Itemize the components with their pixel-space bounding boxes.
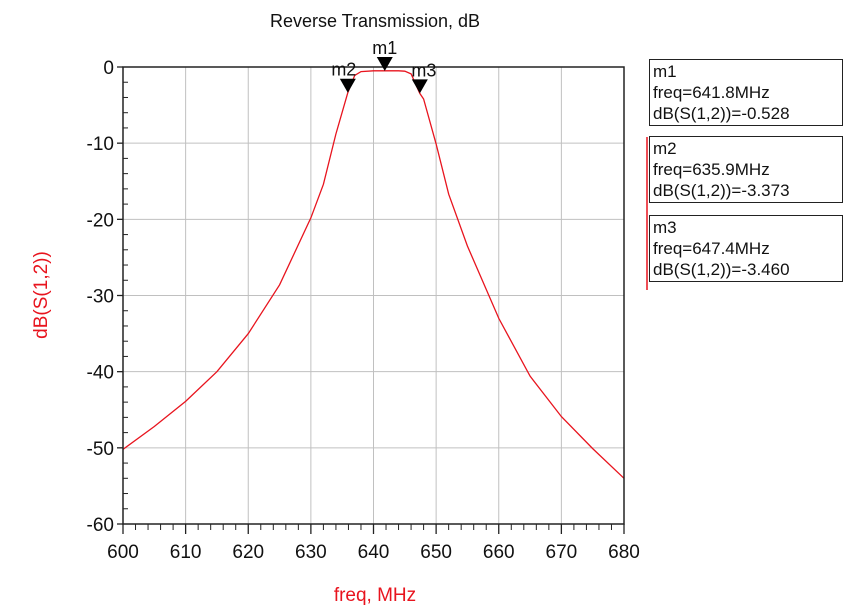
marker-readout-m2[interactable]: m2 freq=635.9MHz dB(S(1,2))=-3.373 xyxy=(649,136,843,203)
marker-name: m1 xyxy=(653,62,677,81)
marker-name: m3 xyxy=(653,218,677,237)
y-tick-label: -50 xyxy=(87,439,114,460)
y-axis-label: dB(S(1,2)) xyxy=(31,251,52,339)
marker-value: dB(S(1,2))=-3.460 xyxy=(653,260,790,279)
ticks xyxy=(117,66,625,534)
y-tick-label: -30 xyxy=(87,287,114,308)
marker-freq: freq=641.8MHz xyxy=(653,83,770,102)
x-tick-label: 670 xyxy=(546,542,578,563)
marker-freq: freq=635.9MHz xyxy=(653,160,770,179)
tick-labels: 600 610 620 630 640 650 660 670 680 0 -10 -20 -30 -40… xyxy=(87,58,640,563)
marker-readout-m3[interactable]: m3 freq=647.4MHz dB(S(1,2))=-3.460 xyxy=(649,215,843,282)
marker-m2-triangle-icon[interactable] xyxy=(339,78,356,93)
markers: m1 m2 m3 xyxy=(331,38,436,94)
grid xyxy=(122,66,625,525)
marker-m1-label: m1 xyxy=(372,38,397,58)
y-tick-label: 0 xyxy=(103,58,114,79)
x-tick-label: 650 xyxy=(420,542,452,563)
marker-freq: freq=647.4MHz xyxy=(653,239,770,258)
y-tick-label: -40 xyxy=(87,363,114,384)
x-tick-label: 610 xyxy=(170,542,202,563)
marker-readout-m1[interactable]: m1 freq=641.8MHz dB(S(1,2))=-0.528 xyxy=(649,59,843,126)
marker-m3-label: m3 xyxy=(411,60,436,80)
y-tick-label: -10 xyxy=(87,134,114,155)
y-tick-label: -20 xyxy=(87,210,114,231)
series-line xyxy=(122,70,625,479)
x-tick-label: 680 xyxy=(608,542,640,563)
x-axis-label: freq, MHz xyxy=(334,585,416,606)
marker-m3-triangle-icon[interactable] xyxy=(411,79,428,94)
plot-frame xyxy=(122,66,625,525)
x-tick-label: 660 xyxy=(483,542,515,563)
x-tick-label: 600 xyxy=(107,542,139,563)
marker-value: dB(S(1,2))=-0.528 xyxy=(653,104,790,123)
marker-name: m2 xyxy=(653,139,677,158)
marker-value: dB(S(1,2))=-3.373 xyxy=(653,181,790,200)
x-tick-label: 640 xyxy=(358,542,390,563)
y-tick-label: -60 xyxy=(87,515,114,536)
x-tick-label: 620 xyxy=(232,542,264,563)
x-tick-label: 630 xyxy=(295,542,327,563)
marker-m1-triangle-icon[interactable] xyxy=(376,57,393,72)
chart-title: Reverse Transmission, dB xyxy=(270,11,480,31)
marker-m2-label: m2 xyxy=(331,60,356,80)
